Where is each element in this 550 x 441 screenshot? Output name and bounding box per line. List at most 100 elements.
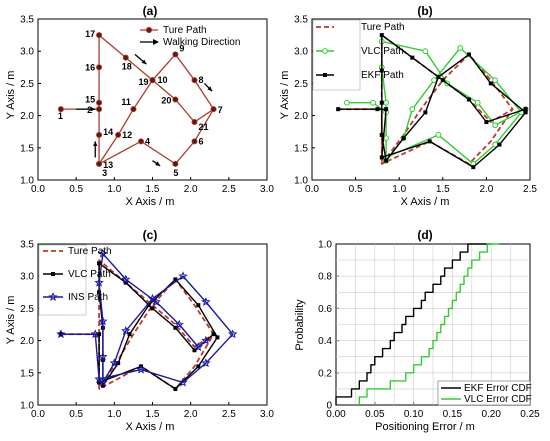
panel-a-direction-arrow-head xyxy=(155,161,161,166)
panel-a-true-path-line xyxy=(60,33,215,167)
panel-label-a: (a) xyxy=(143,4,158,18)
panel-c-xtick-label: 0.5 xyxy=(69,409,83,420)
panel-label-c: (c) xyxy=(143,228,158,242)
panel-a-point-number: 19 xyxy=(139,77,149,87)
panel-b-ekf-point xyxy=(497,142,502,147)
panel-a-point-number: 21 xyxy=(198,122,208,132)
panel-c-xtick-label: 1.0 xyxy=(107,409,121,420)
panel-b-ekf-point xyxy=(523,110,528,115)
panel-d-legend-box xyxy=(437,380,531,406)
panel-b-ekf-point xyxy=(379,68,384,73)
panel-c-ins-point xyxy=(109,358,120,368)
panel-b-xlabel: X Axis / m xyxy=(401,196,450,208)
panel-c-ins-point xyxy=(121,325,131,335)
panel-c-ins-point xyxy=(151,297,161,306)
panel-a-ytick-label: 2.5 xyxy=(20,79,34,90)
panel-a-legend-true-path: Ture Path xyxy=(163,25,207,36)
panel-c-vlc-point xyxy=(97,380,102,385)
panel-label-b: (b) xyxy=(417,4,432,18)
panel-c-vlc-point xyxy=(97,261,102,266)
panel-c-xlabel: X Axis / m xyxy=(126,421,175,433)
panel-a-point-number: 5 xyxy=(173,168,178,178)
panel-b-ytick-label: 1.0 xyxy=(294,176,308,187)
panel-c-vlc-point xyxy=(100,383,105,388)
panel-a-path-point xyxy=(96,32,103,39)
panel-b-xtick-label: 1.0 xyxy=(392,184,406,195)
panel-a-point-number: 12 xyxy=(122,130,132,140)
panel-a-path-point xyxy=(96,64,103,71)
panel-b-ytick-label: 2.0 xyxy=(294,111,308,122)
panel-a-ytick-label: 1.0 xyxy=(20,176,34,187)
panel-c-ins-point xyxy=(98,377,108,387)
panel-c-vlc-point xyxy=(173,386,178,391)
panel-b-ekf-point xyxy=(427,139,432,144)
panel-c-ins-point xyxy=(227,329,238,339)
panel-c-legend-true-path: Ture Path xyxy=(68,246,112,257)
panel-d-ytick-label: 0.2 xyxy=(318,368,332,379)
panel-c-xtick-label: 0.0 xyxy=(31,409,45,420)
panel-b-ekf-point xyxy=(466,52,471,57)
panel-a-xlabel: X Axis / m xyxy=(126,196,175,208)
panel-c-vlc-point xyxy=(173,277,178,282)
panel-a-path-point xyxy=(172,51,179,58)
panel-b-legend-vlc-path: VLC Path xyxy=(361,46,404,57)
panel-b-vlc-point xyxy=(370,99,376,106)
panel-a-xtick-label: 2.5 xyxy=(222,184,236,195)
panel-c-ins-point xyxy=(94,277,104,287)
panel-d-xtick-label: 0.20 xyxy=(481,409,501,420)
panel-c-ytick-label: 3.0 xyxy=(20,272,34,283)
panel-c-ytick-label: 2.0 xyxy=(20,336,34,347)
panel-a-point-number: 3 xyxy=(102,168,107,178)
panel-b-ekf-point xyxy=(379,132,384,137)
panel-b-plot-frame xyxy=(311,18,531,181)
panel-c-vlc-point xyxy=(146,303,151,308)
panel-a-ytick-label: 2.0 xyxy=(20,111,34,122)
panel-c-ylabel: Y Axis / m xyxy=(5,296,17,345)
panel-c-ins-point xyxy=(178,271,188,281)
panel-a-direction-arrow-head xyxy=(93,141,98,146)
panel-a-point-number: 15 xyxy=(85,95,95,105)
panel-a-point-number: 20 xyxy=(161,96,171,106)
panel-d-xtick-label: 0.10 xyxy=(404,409,424,420)
panel-b-ylabel: Y Axis / m xyxy=(279,71,291,120)
panel-c-vlc-point xyxy=(196,303,201,308)
panel-b-vlc-point xyxy=(431,77,437,84)
panel-a-point-number: 4 xyxy=(145,136,150,146)
panel-c-legend-vlc-path: VLC Path xyxy=(68,269,111,280)
panel-a-path-point xyxy=(96,160,103,167)
panel-c-ytick-label: 3.5 xyxy=(20,240,34,251)
panel-c-legend-marker-vlc xyxy=(51,272,55,276)
panel-c-xtick-label: 3.0 xyxy=(260,409,274,420)
panel-a-path-point xyxy=(210,106,217,113)
panel-a-point-number: 6 xyxy=(198,136,203,146)
panel-a-ytick-label: 3.5 xyxy=(20,15,34,26)
panel-d-ytick-label: 1.0 xyxy=(318,240,332,251)
panel-b-ekf-point xyxy=(484,120,489,125)
panel-a-path-point xyxy=(191,77,198,84)
panel-d-xtick-label: 0.15 xyxy=(443,409,463,420)
panel-b-vlc-point xyxy=(422,48,429,55)
panel-a-path-point xyxy=(191,138,198,145)
panel-a-path-point xyxy=(172,160,179,167)
panel-b-vlc-point xyxy=(474,99,481,106)
panel-c-vlc-point xyxy=(127,332,132,337)
panel-b-true-path-line xyxy=(338,34,514,165)
panel-a-xtick-label: 0.0 xyxy=(31,184,45,195)
panel-c-ytick-label: 1.5 xyxy=(20,368,34,379)
panel-b-ekf-point xyxy=(488,81,493,86)
panel-c-legend-marker-ins xyxy=(48,292,58,301)
panel-a-ylabel: Y Axis / m xyxy=(5,71,17,120)
panel-a-legend-marker-true xyxy=(145,26,153,34)
panel-d-ylabel: Probability xyxy=(294,299,306,351)
panel-c-ins-point xyxy=(193,342,203,352)
panel-c-vlc-point xyxy=(211,332,216,337)
panel-b-ekf-point xyxy=(466,97,471,102)
panel-c-vlc-point xyxy=(116,361,121,366)
panel-label-d: (d) xyxy=(417,228,432,242)
panel-c-ins-point xyxy=(201,297,211,306)
panel-d-ytick-label: 0 xyxy=(326,401,332,412)
panel-d-xtick-label: 0.00 xyxy=(326,409,346,420)
panel-b-ekf-point xyxy=(336,107,341,112)
panel-d-xtick-label: 0.25 xyxy=(520,409,540,420)
panel-a-point-number: 2 xyxy=(87,105,92,115)
